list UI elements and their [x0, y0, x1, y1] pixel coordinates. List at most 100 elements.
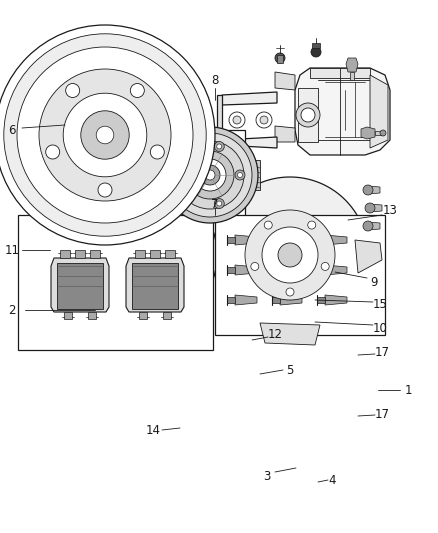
- Circle shape: [286, 288, 294, 296]
- Polygon shape: [75, 250, 85, 258]
- Text: 2: 2: [8, 303, 16, 317]
- Polygon shape: [280, 295, 302, 305]
- Polygon shape: [132, 263, 178, 309]
- Polygon shape: [272, 267, 280, 273]
- Text: 14: 14: [145, 424, 160, 437]
- Polygon shape: [368, 222, 380, 230]
- Bar: [215, 215, 385, 335]
- Bar: [277, 55, 283, 63]
- Circle shape: [186, 151, 234, 199]
- Circle shape: [233, 116, 241, 124]
- Circle shape: [205, 170, 215, 180]
- Circle shape: [63, 93, 147, 177]
- Circle shape: [150, 145, 164, 159]
- Circle shape: [301, 108, 315, 122]
- Polygon shape: [235, 295, 257, 305]
- Polygon shape: [165, 250, 175, 258]
- Circle shape: [363, 185, 373, 195]
- Polygon shape: [325, 235, 347, 245]
- Circle shape: [237, 173, 243, 177]
- Circle shape: [251, 262, 259, 270]
- Text: 12: 12: [268, 328, 283, 342]
- Text: 9: 9: [370, 276, 378, 288]
- Circle shape: [17, 47, 193, 223]
- Text: 5: 5: [286, 364, 294, 376]
- Circle shape: [365, 203, 375, 213]
- Polygon shape: [355, 240, 382, 273]
- Circle shape: [214, 141, 224, 151]
- Circle shape: [217, 144, 222, 149]
- Circle shape: [81, 111, 129, 159]
- Text: 13: 13: [382, 204, 397, 216]
- Polygon shape: [260, 323, 320, 345]
- Polygon shape: [217, 95, 222, 145]
- Polygon shape: [227, 237, 235, 243]
- Polygon shape: [317, 297, 325, 303]
- Polygon shape: [163, 312, 171, 319]
- Circle shape: [98, 183, 112, 197]
- Polygon shape: [227, 297, 235, 303]
- Bar: [312, 43, 320, 48]
- Circle shape: [131, 84, 145, 98]
- Polygon shape: [112, 187, 128, 203]
- Text: 3: 3: [263, 470, 271, 482]
- Polygon shape: [126, 258, 184, 312]
- Bar: [18, 215, 213, 350]
- Bar: [350, 72, 354, 80]
- Circle shape: [264, 221, 272, 229]
- Polygon shape: [90, 250, 100, 258]
- Polygon shape: [235, 235, 257, 245]
- Circle shape: [256, 112, 272, 128]
- Polygon shape: [361, 127, 375, 139]
- Polygon shape: [150, 250, 160, 258]
- Circle shape: [181, 152, 191, 163]
- Circle shape: [200, 165, 220, 185]
- Circle shape: [183, 190, 188, 195]
- Bar: [375, 131, 383, 135]
- Circle shape: [0, 25, 215, 245]
- Polygon shape: [57, 263, 103, 309]
- Circle shape: [194, 159, 226, 191]
- Circle shape: [260, 116, 268, 124]
- Polygon shape: [275, 126, 295, 142]
- Circle shape: [380, 130, 386, 136]
- Circle shape: [308, 221, 316, 229]
- Circle shape: [96, 126, 114, 144]
- Circle shape: [217, 201, 222, 206]
- Bar: [162, 156, 182, 164]
- Polygon shape: [222, 137, 277, 148]
- Polygon shape: [317, 267, 325, 273]
- Circle shape: [204, 190, 214, 200]
- Text: 1: 1: [404, 384, 412, 397]
- Circle shape: [4, 34, 206, 236]
- Text: 15: 15: [373, 298, 388, 311]
- Circle shape: [214, 198, 224, 208]
- Text: 11: 11: [4, 244, 20, 256]
- Bar: [105, 130, 245, 220]
- Polygon shape: [275, 72, 295, 90]
- Circle shape: [66, 84, 80, 98]
- Polygon shape: [280, 265, 302, 275]
- Circle shape: [321, 262, 329, 270]
- Circle shape: [363, 221, 373, 231]
- Circle shape: [229, 112, 245, 128]
- Text: 4: 4: [328, 473, 336, 487]
- Circle shape: [278, 243, 302, 267]
- Circle shape: [168, 133, 252, 217]
- Polygon shape: [51, 258, 109, 312]
- Text: 10: 10: [373, 321, 388, 335]
- Text: 17: 17: [374, 346, 389, 359]
- Polygon shape: [135, 250, 145, 258]
- Circle shape: [296, 103, 320, 127]
- Polygon shape: [370, 204, 382, 212]
- Polygon shape: [295, 68, 390, 155]
- Circle shape: [262, 227, 318, 283]
- Polygon shape: [325, 265, 347, 275]
- Circle shape: [245, 210, 335, 300]
- Polygon shape: [368, 186, 380, 194]
- Circle shape: [235, 170, 245, 180]
- Circle shape: [39, 69, 171, 201]
- Polygon shape: [370, 75, 388, 148]
- Polygon shape: [222, 92, 277, 105]
- Polygon shape: [60, 250, 70, 258]
